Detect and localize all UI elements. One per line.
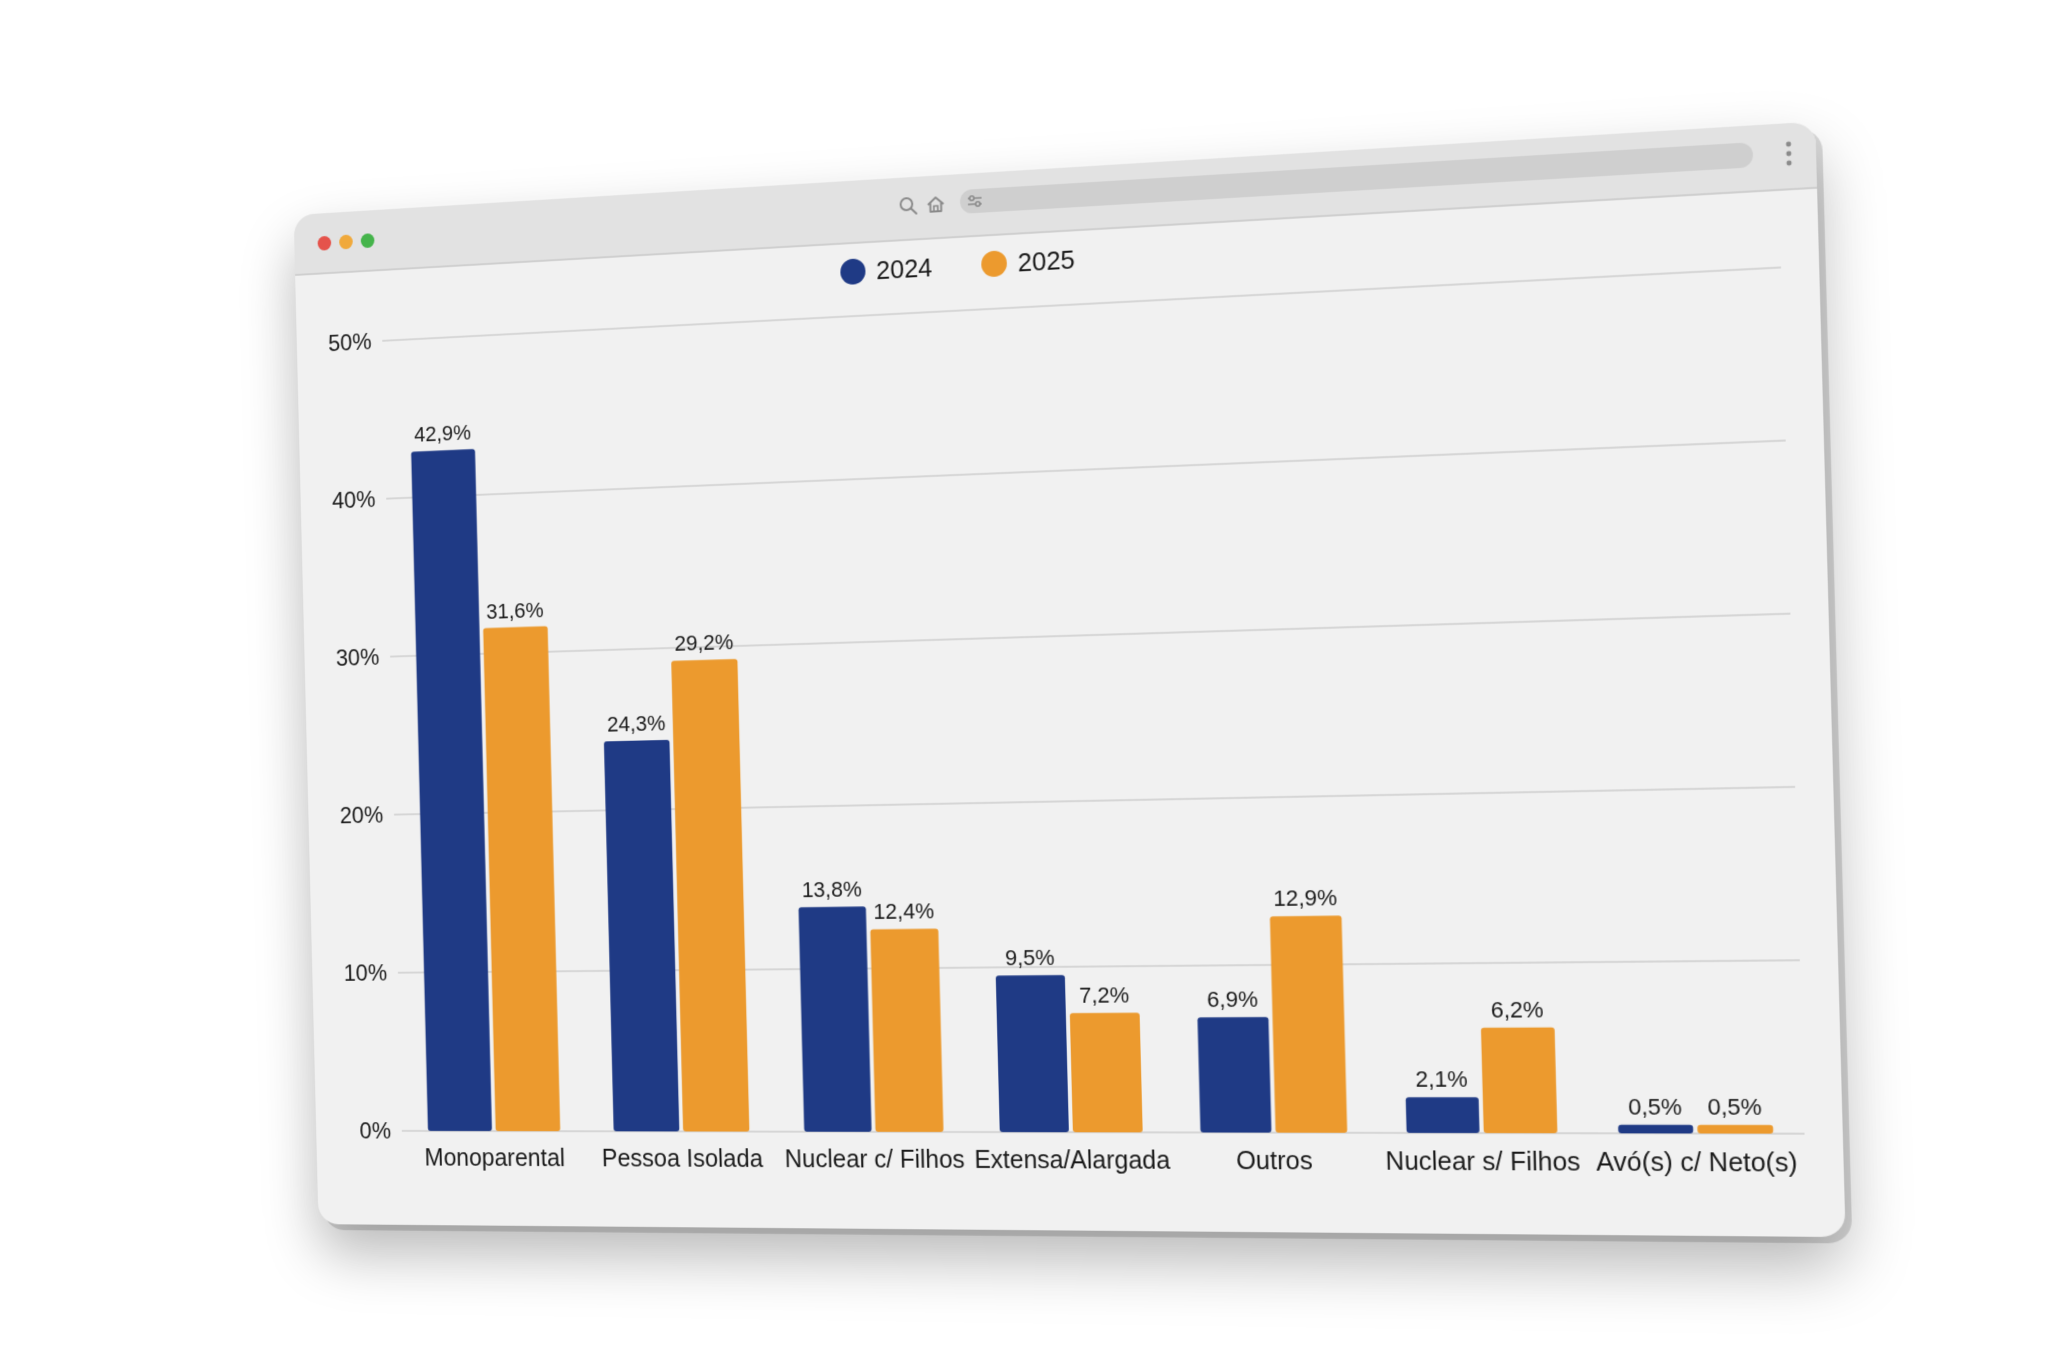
value-label-2025-4: 12,9% <box>1273 885 1338 911</box>
close-window-button[interactable] <box>317 236 331 251</box>
search-icon[interactable] <box>897 195 919 218</box>
bar-2025-2 <box>870 929 943 1132</box>
x-category-label-4: Outros <box>1236 1147 1313 1176</box>
bar-2024-0 <box>411 449 492 1131</box>
value-label-2024-5: 2,1% <box>1415 1067 1468 1093</box>
value-label-2025-1: 29,2% <box>674 630 734 656</box>
more-vertical-icon[interactable] <box>1785 138 1792 170</box>
x-category-label-0: Monoparental <box>424 1145 565 1172</box>
value-label-2024-1: 24,3% <box>607 711 666 737</box>
browser-window: 2024 2025 0% 10% 20% 30% 40% 50% 42,9% 31,6% 24,… <box>294 122 1846 1238</box>
chart-bars <box>411 392 1773 1134</box>
settings-sliders-icon[interactable] <box>966 192 984 211</box>
chart-legend: 2024 2025 <box>840 246 1075 288</box>
y-tick-label-30: 30% <box>336 644 380 671</box>
y-tick-label-10: 10% <box>343 960 387 986</box>
value-label-2024-2: 13,8% <box>801 877 862 902</box>
x-category-label-1: Pessoa Isolada <box>602 1145 764 1173</box>
maximize-window-button[interactable] <box>361 233 375 248</box>
bar-2025-6 <box>1697 1125 1773 1134</box>
value-label-2025-5: 6,2% <box>1490 997 1543 1023</box>
gridline-20 <box>394 787 1795 815</box>
bar-chart: 2024 2025 0% 10% 20% 30% 40% 50% 42,9% 31,6% 24,… <box>295 187 1846 1237</box>
bar-2025-3 <box>1070 1013 1143 1133</box>
bar-2025-5 <box>1481 1027 1557 1133</box>
bar-2024-6 <box>1618 1125 1693 1134</box>
value-label-2025-3: 7,2% <box>1079 983 1130 1008</box>
value-label-2025-0: 31,6% <box>486 598 544 624</box>
x-category-label-2: Nuclear c/ Filhos <box>784 1146 965 1174</box>
bar-2024-3 <box>996 975 1069 1132</box>
y-tick-label-40: 40% <box>332 486 376 513</box>
legend-marker-2025 <box>981 250 1007 277</box>
bar-2025-0 <box>483 626 560 1131</box>
value-label-2024-4: 6,9% <box>1207 987 1259 1012</box>
value-label-2025-2: 12,4% <box>873 899 934 924</box>
y-tick-label-0: 0% <box>359 1118 391 1144</box>
y-tick-label-50: 50% <box>328 328 372 356</box>
value-label-2024-0: 42,9% <box>414 421 472 447</box>
legend-label-2024: 2024 <box>876 254 933 286</box>
gridline-50 <box>382 267 1781 340</box>
value-label-2024-3: 9,5% <box>1005 945 1055 970</box>
value-label-2024-6: 0,5% <box>1628 1094 1682 1120</box>
home-icon[interactable] <box>925 193 947 216</box>
y-tick-label-20: 20% <box>340 802 384 828</box>
y-axis-ticks: 0% 10% 20% 30% 40% 50% <box>328 328 391 1143</box>
bar-2024-2 <box>799 907 872 1132</box>
legend-marker-2024 <box>840 258 866 285</box>
x-category-label-5: Nuclear s/ Filhos <box>1385 1148 1581 1177</box>
minimize-window-button[interactable] <box>339 234 353 249</box>
bar-2025-4 <box>1270 915 1347 1132</box>
gridline-30 <box>390 614 1790 657</box>
x-axis-categories: Monoparental Pessoa Isolada Nuclear c/ Fil… <box>424 1145 1798 1178</box>
bar-2024-5 <box>1406 1097 1480 1133</box>
gridline-10 <box>398 960 1800 972</box>
x-category-label-6: Avó(s) c/ Neto(s) <box>1596 1148 1798 1178</box>
gridline-40 <box>386 441 1785 499</box>
bar-2024-1 <box>604 740 679 1132</box>
bar-2025-1 <box>671 659 749 1132</box>
x-category-label-3: Extensa/Alargada <box>974 1146 1171 1175</box>
value-label-2025-6: 0,5% <box>1707 1094 1762 1120</box>
legend-label-2025: 2025 <box>1017 246 1075 278</box>
bar-2024-4 <box>1197 1017 1271 1133</box>
